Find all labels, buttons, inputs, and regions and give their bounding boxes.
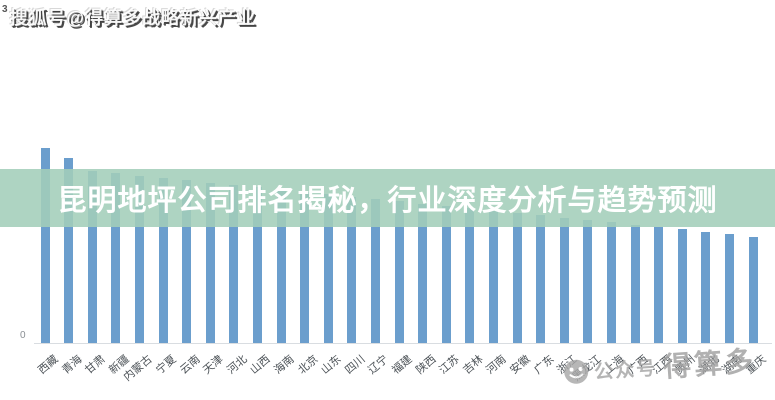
bar [654, 227, 664, 343]
bar [724, 234, 734, 343]
bar [158, 178, 168, 343]
bar [394, 201, 404, 343]
bar [630, 225, 640, 343]
bar [229, 185, 239, 343]
x-axis-line [34, 343, 772, 344]
bar [40, 148, 50, 343]
bar [87, 171, 97, 343]
sohu-watermark: 3搜狐号@得算多战略新兴产业 [2, 4, 256, 30]
bar [677, 229, 687, 343]
smiley-face-icon [564, 359, 589, 384]
bar [606, 222, 616, 343]
article-title: 昆明地坪公司排名揭秘，行业深度分析与趋势预测 [57, 185, 718, 217]
bottom-watermark: 公众号 得算多 [561, 339, 757, 392]
bar [583, 220, 593, 343]
bar [276, 190, 286, 343]
bar [441, 206, 451, 343]
bar [300, 192, 310, 343]
bar [512, 213, 522, 343]
watermark-prefix: 3 [2, 4, 9, 15]
bar [748, 237, 758, 343]
bar [134, 176, 144, 343]
bar [111, 173, 121, 343]
bar [559, 218, 569, 343]
sohu-watermark-text: 搜狐号@得算多战略新兴产业 [9, 8, 257, 28]
bar [252, 187, 262, 343]
bar [418, 204, 428, 343]
bar [205, 183, 215, 343]
bar [323, 194, 333, 343]
bar [488, 211, 498, 343]
bar [465, 208, 475, 343]
bar [536, 215, 546, 343]
bar [347, 197, 357, 343]
title-banner: 昆明地坪公司排名揭秘，行业深度分析与趋势预测 [0, 169, 775, 227]
bar [64, 158, 74, 343]
bar [370, 199, 380, 343]
bar [701, 232, 711, 343]
watermark-account-type: 公众号 [593, 357, 658, 384]
y-axis-zero-label: 0 [20, 330, 26, 341]
bar [182, 180, 192, 343]
watermark-account-name: 得算多 [662, 345, 757, 383]
